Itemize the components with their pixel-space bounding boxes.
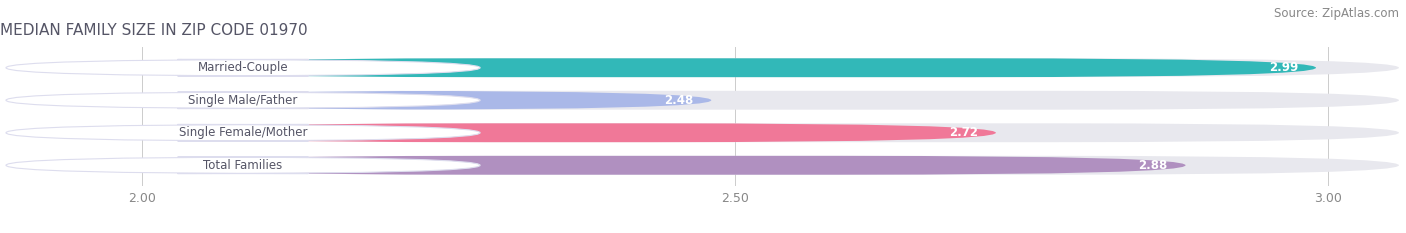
Text: Single Female/Mother: Single Female/Mother <box>179 126 308 139</box>
Text: MEDIAN FAMILY SIZE IN ZIP CODE 01970: MEDIAN FAMILY SIZE IN ZIP CODE 01970 <box>0 24 308 38</box>
FancyBboxPatch shape <box>142 58 1399 77</box>
FancyBboxPatch shape <box>142 123 1399 142</box>
Text: Total Families: Total Families <box>204 159 283 172</box>
Text: Married-Couple: Married-Couple <box>198 61 288 74</box>
FancyBboxPatch shape <box>142 156 1399 175</box>
FancyBboxPatch shape <box>142 58 1316 77</box>
FancyBboxPatch shape <box>142 91 711 110</box>
FancyBboxPatch shape <box>142 123 995 142</box>
FancyBboxPatch shape <box>6 92 481 109</box>
Text: 2.48: 2.48 <box>664 94 693 107</box>
FancyBboxPatch shape <box>142 156 1185 175</box>
FancyBboxPatch shape <box>6 59 481 76</box>
Text: Single Male/Father: Single Male/Father <box>188 94 298 107</box>
Text: 2.99: 2.99 <box>1270 61 1298 74</box>
FancyBboxPatch shape <box>6 157 481 174</box>
FancyBboxPatch shape <box>6 124 481 141</box>
FancyBboxPatch shape <box>142 91 1399 110</box>
Text: 2.72: 2.72 <box>949 126 979 139</box>
Text: 2.88: 2.88 <box>1139 159 1168 172</box>
Text: Source: ZipAtlas.com: Source: ZipAtlas.com <box>1274 7 1399 20</box>
